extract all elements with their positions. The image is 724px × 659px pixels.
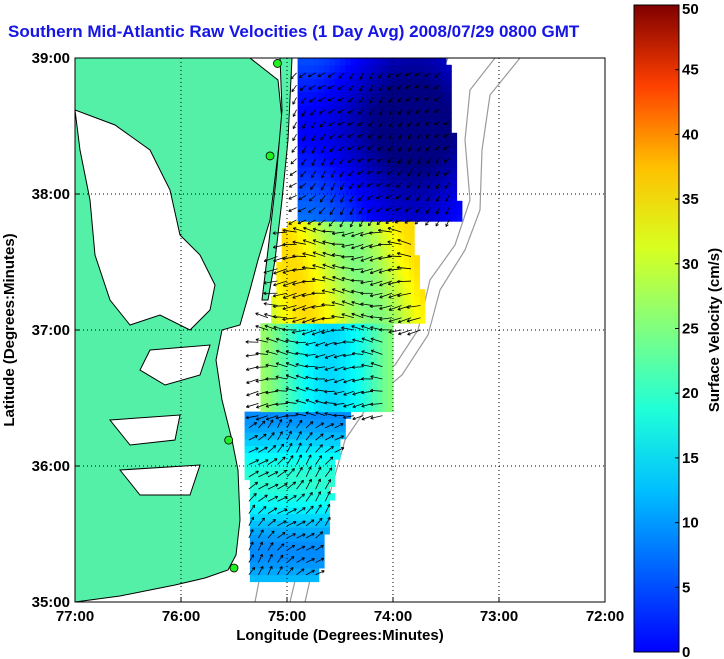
- x-tick-label: 74:00: [374, 608, 412, 625]
- y-tick-label: 36:00: [32, 458, 70, 475]
- colorbar-tick-label: 20: [682, 385, 699, 402]
- y-tick-label: 37:00: [32, 322, 70, 339]
- colorbar-tick-label: 25: [682, 321, 699, 338]
- colorbar-tick-label: 50: [682, 1, 699, 18]
- colorbar-tick-label: 40: [682, 126, 699, 143]
- y-tick-label: 39:00: [32, 50, 70, 67]
- y-axis-ticks: 35:00 36:00 37:00 38:00 39:00: [32, 50, 80, 611]
- x-tick-label: 72:00: [586, 608, 624, 625]
- colorbar: 0 5 10 15 20 25 30 35 40 45 50 Surface Velocity (c…: [633, 1, 723, 659]
- map-title: Southern Mid-Atlantic Raw Velocities (1 …: [8, 22, 580, 41]
- colorbar-tick-label: 15: [682, 450, 699, 467]
- x-axis-ticks: 77:00 76:00 75:00 74:00 73:00 72:00: [56, 597, 624, 625]
- x-tick-label: 75:00: [268, 608, 306, 625]
- radar-site-marker: [273, 59, 282, 68]
- x-axis-label: Longitude (Degrees:Minutes): [236, 627, 444, 644]
- radar-site-marker: [229, 563, 239, 573]
- plot-area: [74, 57, 606, 603]
- x-tick-label: 77:00: [56, 608, 94, 625]
- land-layer: [75, 58, 293, 602]
- y-tick-label: 35:00: [32, 594, 70, 611]
- colorbar-tick-label: 45: [682, 62, 699, 79]
- sounds: [109, 344, 211, 496]
- y-axis-label: Latitude (Degrees:Minutes): [1, 233, 18, 426]
- delmarva-coast: [261, 58, 293, 301]
- colorbar-tick-label: 30: [682, 256, 699, 273]
- radar-sites: [224, 59, 282, 573]
- radar-site-marker: [224, 435, 234, 445]
- colorbar-ticks: 0 5 10 15 20 25 30 35 40 45 50: [675, 1, 699, 659]
- y-tick-label: 38:00: [32, 186, 70, 203]
- radar-site-marker: [265, 151, 275, 161]
- x-tick-label: 76:00: [162, 608, 200, 625]
- colorbar-tick-label: 10: [682, 515, 699, 532]
- colorbar-tick-label: 0: [682, 644, 690, 659]
- colorbar-tick-label: 35: [682, 191, 699, 208]
- x-tick-label: 73:00: [480, 608, 518, 625]
- colorbar-scale: [633, 4, 680, 653]
- chesapeake-bay: [75, 109, 216, 331]
- grid-lines: [75, 58, 605, 602]
- velocity-vectors: [245, 72, 450, 576]
- colorbar-label: Surface Velocity (cm/s): [706, 248, 723, 412]
- colorbar-tick-label: 5: [682, 579, 690, 596]
